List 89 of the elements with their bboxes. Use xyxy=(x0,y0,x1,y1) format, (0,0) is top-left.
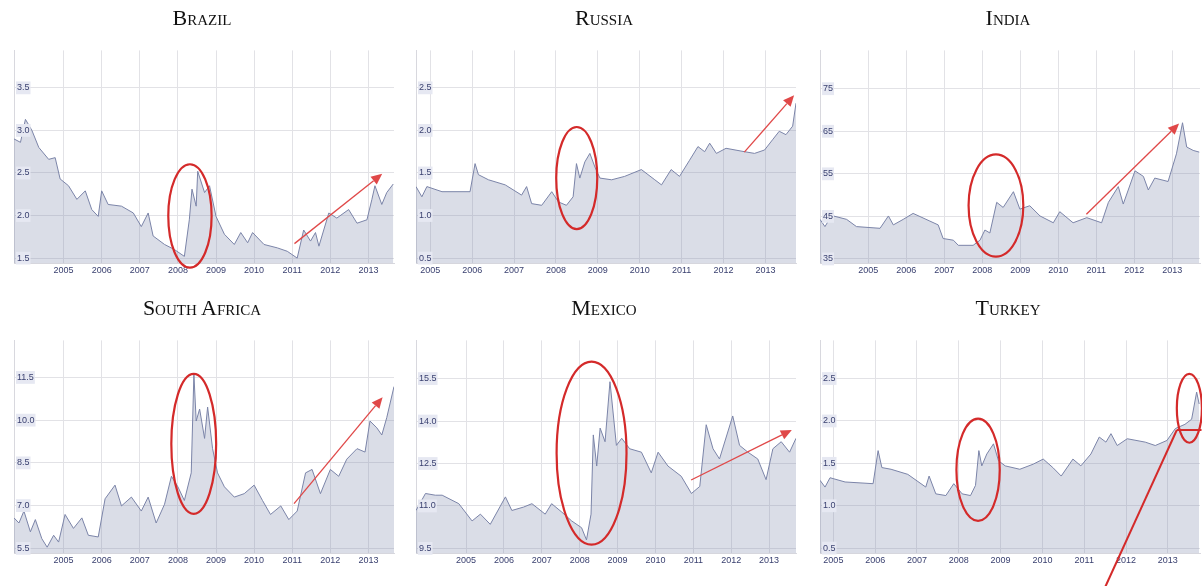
x-tick-label: 2007 xyxy=(906,555,927,566)
chart-title: Turkey xyxy=(974,294,1042,322)
y-tick-label: 9.5 xyxy=(419,542,432,553)
y-tick-label: 2.5 xyxy=(823,373,836,384)
y-tick-label: 7.0 xyxy=(17,500,30,511)
x-tick-label: 2007 xyxy=(531,555,552,566)
x-tick-label: 2005 xyxy=(858,265,879,276)
y-tick-label: 2.5 xyxy=(17,167,30,178)
x-tick-label: 2005 xyxy=(823,555,844,566)
y-tick-label: 55 xyxy=(823,168,834,179)
x-tick-label: 2006 xyxy=(462,265,483,276)
x-tick-label: 2007 xyxy=(129,555,150,566)
y-tick-label: 75 xyxy=(823,83,834,94)
chart-title: South Africa xyxy=(141,294,263,322)
x-tick-label: 2009 xyxy=(205,265,227,276)
x-tick-label: 2008 xyxy=(972,265,993,276)
x-tick-label: 2009 xyxy=(1010,265,1031,276)
x-tick-label: 2010 xyxy=(1032,555,1053,566)
y-tick-label: 65 xyxy=(823,125,834,136)
x-tick-label: 2005 xyxy=(455,555,477,566)
y-tick-label: 3.0 xyxy=(17,124,30,135)
x-tick-label: 2013 xyxy=(1162,265,1183,276)
x-tick-label: 2005 xyxy=(53,265,74,276)
x-tick-label: 2012 xyxy=(713,265,734,276)
x-tick-label: 2012 xyxy=(721,555,742,566)
y-tick-label: 10.0 xyxy=(17,414,35,425)
x-tick-label: 2011 xyxy=(1074,555,1094,566)
x-tick-label: 2008 xyxy=(545,265,566,276)
y-tick-label: 1.0 xyxy=(823,500,836,511)
x-tick-label: 2009 xyxy=(587,265,608,276)
x-tick-label: 2008 xyxy=(569,555,590,566)
y-tick-label: 2.5 xyxy=(419,82,432,93)
y-tick-label: 12.5 xyxy=(419,457,437,468)
y-tick-label: 11.0 xyxy=(419,500,436,511)
y-tick-label: 5.5 xyxy=(17,542,30,553)
x-tick-label: 2013 xyxy=(759,555,780,566)
x-tick-label: 2011 xyxy=(282,555,302,566)
x-tick-label: 2006 xyxy=(91,555,112,566)
x-tick-label: 2008 xyxy=(167,265,188,276)
x-tick-label: 2011 xyxy=(282,265,302,276)
y-tick-label: 2.0 xyxy=(823,415,836,426)
x-tick-label: 2011 xyxy=(1086,265,1106,276)
chart-title: Mexico xyxy=(570,294,638,322)
x-tick-label: 2006 xyxy=(91,265,112,276)
x-tick-label: 2006 xyxy=(896,265,917,276)
x-tick-label: 2009 xyxy=(990,555,1011,566)
x-tick-label: 2013 xyxy=(358,265,379,276)
x-tick-label: 2010 xyxy=(629,265,650,276)
x-tick-label: 2012 xyxy=(1124,265,1145,276)
y-tick-label: 0.5 xyxy=(823,542,836,553)
y-tick-label: 2.0 xyxy=(419,124,432,135)
y-tick-label: 2.0 xyxy=(17,210,30,221)
y-tick-label: 3.5 xyxy=(17,82,30,93)
y-tick-label: 14.0 xyxy=(419,415,437,426)
x-tick-label: 2012 xyxy=(320,265,341,276)
y-tick-label: 1.5 xyxy=(17,252,30,263)
x-tick-label: 2006 xyxy=(493,555,514,566)
x-tick-label: 2010 xyxy=(244,555,265,566)
x-tick-label: 2009 xyxy=(607,555,628,566)
x-tick-label: 2013 xyxy=(1157,555,1178,566)
chart-title: India xyxy=(984,4,1032,32)
y-tick-label: 8.5 xyxy=(17,457,30,468)
x-tick-label: 2009 xyxy=(205,555,227,566)
x-tick-label: 2010 xyxy=(1048,265,1069,276)
y-tick-label: 1.0 xyxy=(419,210,432,221)
x-tick-label: 2008 xyxy=(167,555,188,566)
x-tick-label: 2008 xyxy=(948,555,969,566)
y-tick-label: 35 xyxy=(823,253,834,264)
x-tick-label: 2012 xyxy=(320,555,341,566)
x-tick-label: 2010 xyxy=(244,265,265,276)
x-tick-label: 2013 xyxy=(358,555,379,566)
x-tick-label: 2007 xyxy=(129,265,150,276)
x-tick-label: 2007 xyxy=(934,265,955,276)
chart-title: Brazil xyxy=(171,4,233,32)
x-tick-label: 2005 xyxy=(53,555,74,566)
chart-title: Russia xyxy=(574,4,634,32)
y-tick-label: 1.5 xyxy=(823,457,836,468)
x-tick-label: 2007 xyxy=(504,265,525,276)
x-tick-label: 2010 xyxy=(645,555,666,566)
y-tick-label: 45 xyxy=(823,210,834,221)
x-tick-label: 2005 xyxy=(420,265,441,276)
y-tick-label: 11.5 xyxy=(17,371,34,382)
y-tick-label: 0.5 xyxy=(419,252,432,263)
x-tick-label: 2006 xyxy=(865,555,886,566)
x-tick-label: 2013 xyxy=(755,265,776,276)
x-tick-label: 2011 xyxy=(683,555,704,566)
y-tick-label: 15.5 xyxy=(419,373,437,384)
y-tick-label: 1.5 xyxy=(419,167,432,178)
x-tick-label: 2011 xyxy=(671,265,692,276)
